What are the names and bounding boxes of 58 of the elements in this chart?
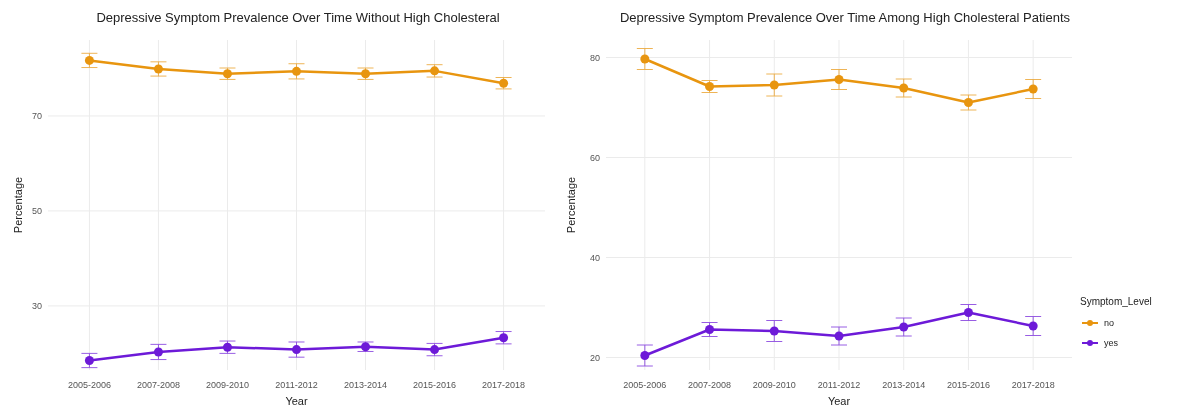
point <box>1028 321 1038 331</box>
point <box>899 83 909 93</box>
x-tick-label: 2009-2010 <box>752 380 796 390</box>
x-tick-label: 2015-2016 <box>946 380 990 390</box>
y-tick-label: 50 <box>31 206 42 217</box>
y-tick-label: 70 <box>31 111 42 122</box>
point <box>834 75 844 84</box>
y-tick-label: 20 <box>589 352 600 363</box>
point <box>1028 84 1038 94</box>
point <box>153 347 163 357</box>
point <box>499 333 509 343</box>
point <box>705 325 715 334</box>
y-axis-title: Percentage <box>12 176 24 234</box>
y-tick-label: 30 <box>31 301 42 312</box>
x-axis-title: Year <box>285 395 308 407</box>
point <box>292 66 301 76</box>
x-tick-label: 2013-2014 <box>882 380 926 390</box>
x-tick-label: 2017-2018 <box>482 380 526 390</box>
point <box>84 356 94 365</box>
x-axis-title: Year <box>827 395 851 407</box>
point <box>84 55 94 65</box>
legend-label: no <box>1104 318 1115 329</box>
y-tick-label: 80 <box>589 52 600 63</box>
point <box>963 308 973 317</box>
point <box>222 69 232 79</box>
point <box>769 326 779 336</box>
point <box>222 342 232 352</box>
x-tick-label: 2005-2006 <box>623 380 667 390</box>
x-tick-label: 2011-2012 <box>275 380 318 390</box>
x-tick-label: 2007-2008 <box>136 380 180 390</box>
point <box>899 322 909 332</box>
x-tick-label: 2005-2006 <box>67 380 111 390</box>
y-tick-label: 60 <box>589 152 600 163</box>
y-tick-label: 40 <box>589 252 600 263</box>
legend-title: Symptom_Level <box>1080 296 1152 307</box>
point <box>361 69 371 79</box>
x-tick-label: 2013-2014 <box>344 380 388 390</box>
point <box>963 98 973 107</box>
legend-label: yes <box>1104 338 1119 349</box>
chart-title: Depressive Symptom Prevalence Over Time Among High Cholesteral Patients <box>619 10 1071 25</box>
point <box>705 82 715 91</box>
x-tick-label: 2011-2012 <box>817 380 861 390</box>
point <box>153 64 163 74</box>
point <box>292 345 301 355</box>
x-tick-label: 2009-2010 <box>205 380 249 390</box>
point <box>430 345 440 355</box>
point <box>430 66 440 76</box>
chart-title: Depressive Symptom Prevalence Over Time Without High Cholesteral <box>96 10 500 25</box>
x-tick-label: 2015-2016 <box>413 380 457 390</box>
point <box>769 80 779 90</box>
point <box>499 78 509 88</box>
y-axis-title: Percentage <box>565 176 577 234</box>
point <box>361 342 371 352</box>
x-tick-label: 2017-2018 <box>1011 380 1055 390</box>
point <box>640 54 650 64</box>
x-tick-label: 2007-2008 <box>688 380 732 390</box>
point <box>834 331 844 341</box>
point <box>640 351 650 360</box>
